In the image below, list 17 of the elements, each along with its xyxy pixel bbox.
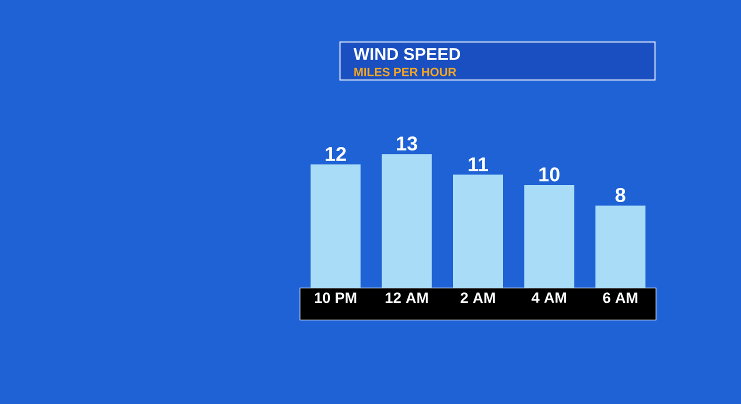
- data-label: 12: [326, 146, 346, 161]
- chart-subtitle: MILES PER HOUR: [354, 68, 456, 76]
- x-tick-label: 10 PM: [314, 292, 356, 304]
- data-label: 13: [396, 136, 418, 151]
- x-tick-label: 4 AM: [532, 292, 566, 303]
- x-tick-label: 12 AM: [386, 292, 428, 303]
- data-label: 8: [615, 188, 626, 202]
- bar: [382, 154, 432, 288]
- chart-title: WIND SPEED: [354, 48, 460, 60]
- bar: [524, 184, 574, 288]
- x-tick-label: 2 AM: [460, 292, 495, 303]
- bar: [453, 174, 504, 288]
- bar: [310, 164, 361, 288]
- data-label: 10: [539, 167, 560, 182]
- data-label: 11: [468, 157, 488, 172]
- bar: [595, 206, 646, 288]
- x-tick-label: 6 AM: [603, 292, 638, 304]
